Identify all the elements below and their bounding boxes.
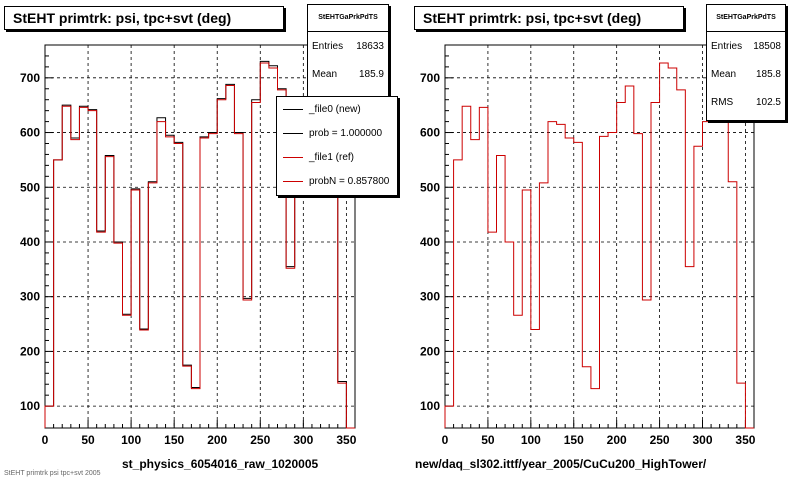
stats-entries-label: Entries <box>711 40 743 52</box>
x-tick-label: 100 <box>521 433 541 447</box>
histogram-series-0 <box>444 62 754 429</box>
stats-entries-row: Entries 18508 <box>707 32 785 60</box>
legend-label: _file1 (ref) <box>309 151 355 163</box>
left-histogram-panel: 0 50 100 150 200 250 300 350 100 200 300 400 500 600 7… <box>0 0 398 471</box>
y-tick-label: 100 <box>420 399 440 413</box>
right-histogram-chart: 0 50 100 150 200 250 300 350 100 200 300 400 500 600 7… <box>420 44 756 447</box>
y-tick-label: 200 <box>420 344 440 358</box>
x-tick-label: 150 <box>564 433 584 447</box>
stats-name: StEHTGaPrkPdTS <box>707 5 785 32</box>
legend-swatch-prob <box>283 132 303 134</box>
legend-entry: prob = 1.000000 <box>277 121 397 145</box>
legend-label: _file0 (new) <box>309 103 361 115</box>
x-tick-label: 200 <box>607 433 627 447</box>
stats-mean-label: Mean <box>711 68 737 80</box>
x-tick-label: 300 <box>692 433 712 447</box>
x-tick-label: 250 <box>650 433 670 447</box>
legend-entry: probN = 0.857800 <box>277 169 397 193</box>
x-axis-caption: st_physics_6054016_raw_1020005 <box>122 457 319 471</box>
legend-swatch-new <box>283 108 303 110</box>
y-tick-label: 700 <box>420 71 440 85</box>
stats-entries-value: 18633 <box>356 40 384 52</box>
x-tick-label: 200 <box>207 433 227 447</box>
x-tick-label: 250 <box>250 433 270 447</box>
y-tick-label: 600 <box>20 126 40 140</box>
x-tick-label: 150 <box>164 433 184 447</box>
legend-swatch-ref <box>283 156 303 158</box>
y-tick-label: 500 <box>20 180 40 194</box>
y-tick-label: 100 <box>20 399 40 413</box>
stats-entries-row: Entries 18633 <box>308 32 388 60</box>
stats-mean-value: 185.8 <box>755 68 781 80</box>
legend-entry: _file0 (new) <box>277 97 397 121</box>
legend-label: prob = 1.000000 <box>309 127 383 139</box>
y-tick-label: 300 <box>420 290 440 304</box>
y-tick-label: 500 <box>420 180 440 194</box>
x-tick-label: 300 <box>293 433 313 447</box>
stats-mean-row: Mean 185.8 <box>707 60 785 88</box>
stats-mean-label: Mean <box>312 68 338 80</box>
stats-box: StEHTGaPrkPdTS Entries 18633 Mean 185.9 <box>307 4 389 98</box>
x-tick-label: 50 <box>81 433 95 447</box>
y-tick-label: 300 <box>20 290 40 304</box>
stats-rms-value: 102.5 <box>755 96 781 108</box>
x-tick-label: 350 <box>336 433 356 447</box>
y-tick-label: 600 <box>420 126 440 140</box>
y-tick-label: 400 <box>420 235 440 249</box>
legend-label: probN = 0.857800 <box>309 175 390 187</box>
x-tick-label: 350 <box>735 433 755 447</box>
x-axis-caption: new/daq_sl302.ittf/year_2005/CuCu200_Hig… <box>415 457 707 471</box>
legend-entry: _file1 (ref) <box>277 145 397 169</box>
stats-mean-row: Mean 185.9 <box>308 60 388 88</box>
legend-swatch-probn <box>283 180 303 182</box>
stats-name: StEHTGaPrkPdTS <box>308 5 388 32</box>
stats-box: StEHTGaPrkPdTS Entries 18508 Mean 185.8 … <box>706 4 786 121</box>
y-tick-label: 400 <box>20 235 40 249</box>
stats-entries-label: Entries <box>312 40 344 52</box>
x-tick-label: 0 <box>42 433 49 447</box>
chart-title: StEHT primtrk: psi, tpc+svt (deg) <box>4 6 284 30</box>
stats-rms-row: RMS 102.5 <box>707 88 785 116</box>
y-tick-label: 700 <box>20 71 40 85</box>
x-tick-label: 50 <box>481 433 495 447</box>
chart-title: StEHT primtrk: psi, tpc+svt (deg) <box>414 6 684 30</box>
stats-rms-label: RMS <box>711 96 734 108</box>
x-tick-label: 100 <box>121 433 141 447</box>
x-tick-label: 0 <box>442 433 449 447</box>
footer-caption: StEHT primtrk psi tpc+svt 2005 <box>4 470 101 477</box>
stats-mean-value: 185.9 <box>358 68 384 80</box>
y-tick-label: 200 <box>20 344 40 358</box>
legend-box: _file0 (new) prob = 1.000000 _file1 (ref… <box>276 96 398 196</box>
right-histogram-panel: 0 50 100 150 200 250 300 350 100 200 300 400 500 600 7… <box>400 0 796 471</box>
stats-entries-value: 18508 <box>753 40 781 52</box>
